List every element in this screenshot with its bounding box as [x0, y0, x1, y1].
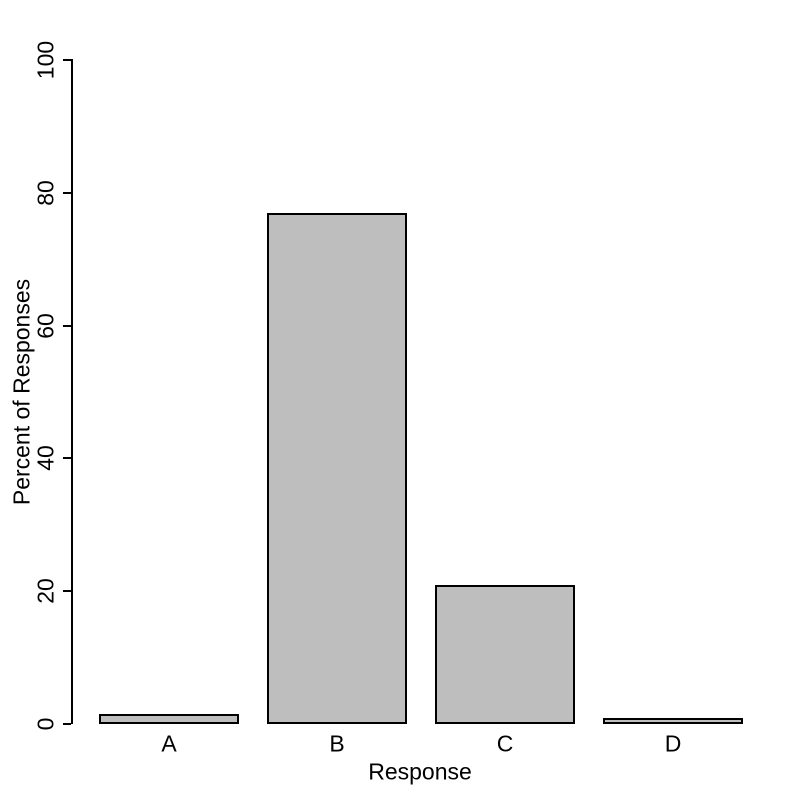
y-tick	[63, 723, 71, 725]
x-axis-title: Response	[368, 758, 472, 785]
y-tick	[63, 59, 71, 61]
x-category-label: B	[329, 730, 345, 757]
y-tick-label: 100	[32, 40, 59, 80]
y-tick-label: 80	[32, 180, 59, 206]
y-tick-label: 40	[32, 445, 59, 471]
y-tick	[63, 325, 71, 327]
bar-C	[435, 585, 575, 724]
bar-D	[603, 718, 743, 724]
y-tick	[63, 192, 71, 194]
y-tick-label: 60	[32, 313, 59, 339]
bar-B	[267, 213, 407, 724]
y-tick-label: 0	[32, 717, 59, 731]
y-tick-label: 20	[32, 578, 59, 604]
y-axis-title: Percent of Responses	[8, 278, 35, 506]
x-category-label: D	[664, 730, 682, 757]
y-tick	[63, 457, 71, 459]
x-category-label: A	[161, 730, 177, 757]
bar-A	[99, 714, 239, 724]
x-category-label: C	[496, 730, 514, 757]
y-axis-line	[71, 59, 73, 724]
y-tick	[63, 590, 71, 592]
